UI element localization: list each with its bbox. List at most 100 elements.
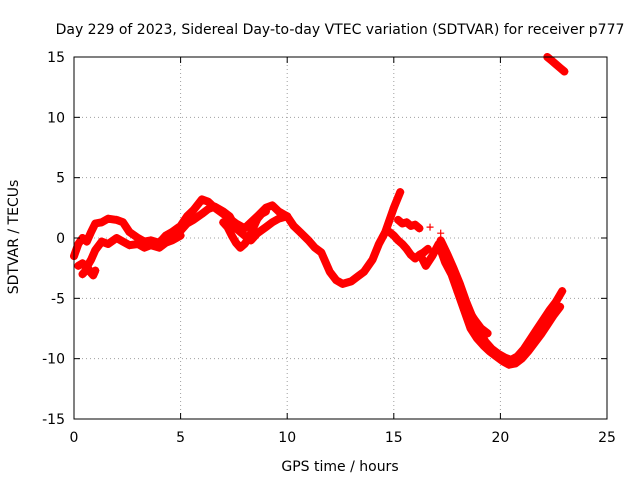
data-point [359, 267, 368, 276]
data-point [532, 325, 541, 334]
data-point [437, 229, 445, 237]
data-point [394, 215, 403, 224]
data-point [268, 201, 277, 210]
data-point [483, 329, 492, 338]
data-point [317, 248, 326, 257]
data-point [197, 209, 206, 218]
data-point [304, 236, 313, 245]
data-point [244, 234, 253, 242]
y-tick-label: 5 [56, 171, 65, 187]
data-point [274, 214, 283, 223]
data-point [310, 243, 319, 252]
x-tick-label: 0 [70, 430, 79, 446]
data-point [487, 345, 496, 354]
data-point [87, 227, 96, 236]
y-tick-label: -15 [42, 412, 65, 428]
data-track [219, 207, 270, 252]
data-point [406, 250, 415, 259]
data-point [411, 220, 420, 229]
data-point [396, 188, 405, 197]
data-point [227, 231, 236, 240]
data-point [210, 202, 219, 211]
data-point [89, 271, 98, 280]
data-point [402, 218, 411, 227]
data-point [146, 241, 155, 250]
data-point [398, 240, 407, 249]
data-point [368, 255, 377, 264]
data-point [421, 261, 430, 270]
data-point [168, 227, 177, 236]
y-tick-label: 15 [47, 50, 65, 66]
chart-title: Day 229 of 2023, Sidereal Day-to-day VTE… [56, 22, 625, 38]
data-point [155, 243, 164, 252]
data-point [133, 240, 142, 249]
data-point [466, 324, 475, 333]
data-point [449, 264, 458, 273]
data-point [332, 276, 341, 285]
axis-ticks: 0 5 10 15 20 25 -15 -10 -5 0 5 10 15 [42, 50, 616, 446]
data-marks [70, 53, 569, 369]
data-point [423, 244, 432, 253]
data-point [558, 287, 567, 296]
y-tick-label: 0 [56, 231, 65, 247]
data-point [161, 231, 170, 240]
data-point [494, 349, 503, 358]
x-tick-label: 5 [176, 430, 185, 446]
data-point [374, 240, 383, 249]
y-tick-label: -5 [51, 291, 65, 307]
data-point [232, 224, 241, 233]
data-point [500, 353, 509, 362]
y-tick-label: 10 [47, 110, 65, 126]
data-point [261, 207, 270, 216]
data-point [519, 345, 528, 354]
data-point [295, 227, 304, 236]
x-tick-label: 25 [598, 430, 616, 446]
data-point [268, 218, 277, 227]
data-point [197, 195, 206, 204]
y-tick-label: -10 [42, 352, 65, 368]
data-band [436, 236, 567, 364]
data-point [560, 67, 569, 76]
data-point [257, 209, 266, 218]
data-point [353, 272, 362, 281]
data-point [74, 240, 83, 249]
data-point [513, 352, 522, 361]
data-track [78, 264, 100, 280]
data-point [539, 316, 548, 325]
data-point [428, 252, 437, 261]
data-point [261, 223, 270, 232]
data-point [436, 236, 445, 245]
data-point [556, 63, 565, 72]
data-point [168, 236, 177, 245]
data-point [232, 238, 241, 247]
data-point [481, 337, 490, 346]
data-track [458, 297, 492, 338]
data-point [204, 205, 213, 214]
data-point [104, 240, 113, 249]
data-point [426, 223, 434, 231]
data-point [74, 261, 83, 270]
data-point [91, 246, 100, 255]
data-point [283, 212, 292, 221]
data-point [236, 243, 245, 252]
data-point [507, 355, 516, 364]
data-point [389, 231, 398, 240]
y-axis-label: SDTVAR / TECUs [6, 180, 22, 295]
data-point [338, 279, 347, 288]
data-point [119, 237, 128, 246]
data-point [176, 226, 185, 235]
data-point [325, 267, 334, 276]
data-point [97, 237, 106, 246]
data-point [140, 243, 149, 252]
x-tick-label: 20 [491, 430, 509, 446]
data-point [455, 279, 464, 288]
x-tick-label: 10 [278, 430, 296, 446]
data-point [394, 236, 403, 245]
data-point [189, 215, 198, 224]
data-point [543, 320, 552, 329]
data-track [394, 215, 424, 233]
data-point [526, 335, 535, 344]
data-point [119, 218, 128, 227]
